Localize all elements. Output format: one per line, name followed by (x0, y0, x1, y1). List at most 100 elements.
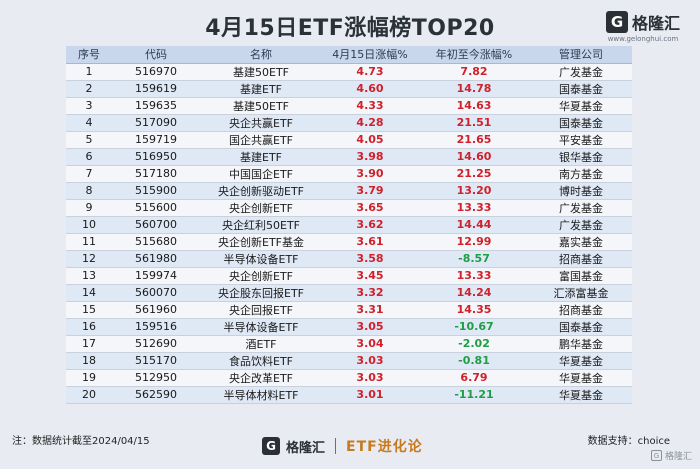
row-name: 食品饮料ETF (200, 352, 322, 370)
row-manager: 华夏基金 (530, 386, 632, 404)
brand-logo-icon: G (262, 437, 280, 455)
table-row: 18 515170 食品饮料ETF 3.03 -0.81 华夏基金 (66, 352, 632, 370)
row-code: 515600 (112, 199, 200, 217)
table-row: 4 517090 央企共赢ETF 4.28 21.51 国泰基金 (66, 114, 632, 132)
row-today-change: 3.65 (322, 199, 418, 217)
header-ytd-change: 年初至今涨幅% (418, 46, 530, 64)
row-today-change: 4.60 (322, 80, 418, 98)
row-code: 515680 (112, 233, 200, 251)
table-row: 12 561980 半导体设备ETF 3.58 -8.57 招商基金 (66, 250, 632, 268)
row-ytd-change: 13.33 (418, 267, 530, 285)
row-ytd-change: 21.65 (418, 131, 530, 149)
row-name: 央企创新ETF基金 (200, 233, 322, 251)
table-row: 20 562590 半导体材料ETF 3.01 -11.21 华夏基金 (66, 386, 632, 404)
row-code: 159635 (112, 97, 200, 115)
row-name: 基建50ETF (200, 97, 322, 115)
row-today-change: 3.98 (322, 148, 418, 166)
row-manager: 国泰基金 (530, 114, 632, 132)
row-name: 基建ETF (200, 148, 322, 166)
brand-divider (335, 438, 337, 454)
row-no: 11 (66, 233, 112, 251)
row-no: 20 (66, 386, 112, 404)
row-no: 5 (66, 131, 112, 149)
header-today-change: 4月15日涨幅% (322, 46, 418, 64)
row-ytd-change: 12.99 (418, 233, 530, 251)
row-no: 2 (66, 80, 112, 98)
row-code: 517090 (112, 114, 200, 132)
table-row: 16 159516 半导体设备ETF 3.05 -10.67 国泰基金 (66, 318, 632, 336)
row-name: 央企创新ETF (200, 267, 322, 285)
logo-icon: G (605, 11, 628, 33)
row-no: 13 (66, 267, 112, 285)
watermark: G 格隆汇 (650, 449, 692, 462)
row-no: 18 (66, 352, 112, 370)
row-no: 10 (66, 216, 112, 234)
row-manager: 招商基金 (530, 301, 632, 319)
sub-brand-name: ETF进化论 (346, 439, 423, 455)
row-manager: 国泰基金 (530, 80, 632, 98)
row-code: 159619 (112, 80, 200, 98)
table-row: 1 516970 基建50ETF 4.73 7.82 广发基金 (66, 63, 632, 81)
table-row: 9 515600 央企创新ETF 3.65 13.33 广发基金 (66, 199, 632, 217)
row-ytd-change: 7.82 (418, 63, 530, 81)
row-ytd-change: 13.20 (418, 182, 530, 200)
row-name: 半导体设备ETF (200, 318, 322, 336)
row-no: 7 (66, 165, 112, 183)
table-row: 2 159619 基建ETF 4.60 14.78 国泰基金 (66, 80, 632, 98)
table-header-row: 序号 代码 名称 4月15日涨幅% 年初至今涨幅% 管理公司 (66, 46, 632, 64)
row-name: 央企红利50ETF (200, 216, 322, 234)
row-today-change: 3.03 (322, 352, 418, 370)
row-today-change: 3.31 (322, 301, 418, 319)
header-manager: 管理公司 (530, 46, 632, 64)
row-manager: 国泰基金 (530, 318, 632, 336)
row-today-change: 3.62 (322, 216, 418, 234)
row-manager: 华夏基金 (530, 352, 632, 370)
logo-name: 格隆汇 (631, 14, 680, 33)
row-name: 酒ETF (200, 335, 322, 353)
row-today-change: 3.79 (322, 182, 418, 200)
row-ytd-change: 6.79 (418, 369, 530, 387)
table-row: 13 159974 央企创新ETF 3.45 13.33 富国基金 (66, 267, 632, 285)
row-name: 央企股东回报ETF (200, 284, 322, 302)
table-row: 5 159719 国企共赢ETF 4.05 21.65 平安基金 (66, 131, 632, 149)
table-row: 17 512690 酒ETF 3.04 -2.02 鹏华基金 (66, 335, 632, 353)
watermark-icon: G (650, 450, 662, 461)
row-ytd-change: 14.78 (418, 80, 530, 98)
row-today-change: 3.61 (322, 233, 418, 251)
row-today-change: 3.05 (322, 318, 418, 336)
row-name: 央企共赢ETF (200, 114, 322, 132)
row-name: 中国国企ETF (200, 165, 322, 183)
row-ytd-change: 14.60 (418, 148, 530, 166)
header-name: 名称 (200, 46, 322, 64)
etf-ranking-table: 序号 代码 名称 4月15日涨幅% 年初至今涨幅% 管理公司 1 516970 基建… (66, 46, 632, 404)
row-ytd-change: -0.81 (418, 352, 530, 370)
row-today-change: 3.03 (322, 369, 418, 387)
row-name: 央企创新驱动ETF (200, 182, 322, 200)
row-code: 159719 (112, 131, 200, 149)
row-manager: 广发基金 (530, 199, 632, 217)
row-today-change: 4.05 (322, 131, 418, 149)
row-ytd-change: 14.24 (418, 284, 530, 302)
row-today-change: 4.33 (322, 97, 418, 115)
row-name: 国企共赢ETF (200, 131, 322, 149)
page-title: 4月15日ETF涨幅榜TOP20 (205, 16, 495, 41)
row-code: 515900 (112, 182, 200, 200)
row-no: 12 (66, 250, 112, 268)
row-manager: 银华基金 (530, 148, 632, 166)
table-row: 14 560070 央企股东回报ETF 3.32 14.24 汇添富基金 (66, 284, 632, 302)
brand-name: 格隆汇 (286, 440, 326, 456)
row-ytd-change: -10.67 (418, 318, 530, 336)
table-row: 10 560700 央企红利50ETF 3.62 14.44 广发基金 (66, 216, 632, 234)
row-name: 央企创新ETF (200, 199, 322, 217)
watermark-text: 格隆汇 (664, 452, 692, 462)
row-today-change: 3.01 (322, 386, 418, 404)
row-ytd-change: 14.63 (418, 97, 530, 115)
header-no: 序号 (66, 46, 112, 64)
row-name: 央企回报ETF (200, 301, 322, 319)
row-no: 19 (66, 369, 112, 387)
row-code: 159516 (112, 318, 200, 336)
logo-url: www.gelonghui.com (607, 35, 679, 43)
row-code: 560700 (112, 216, 200, 234)
row-manager: 鹏华基金 (530, 335, 632, 353)
